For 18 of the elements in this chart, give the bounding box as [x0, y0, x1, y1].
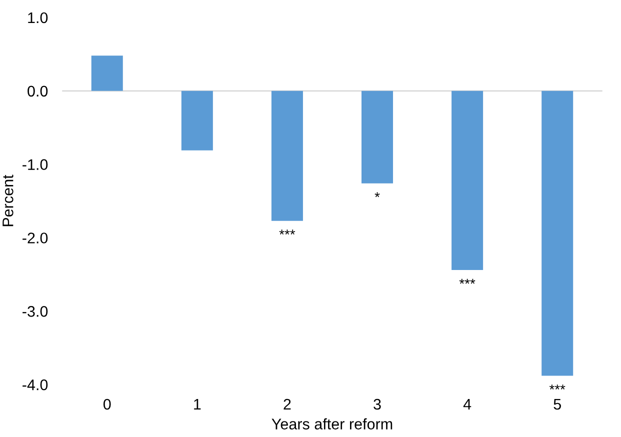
y-tick-label: -1.0	[22, 159, 48, 170]
x-tick-label: 0	[103, 398, 111, 410]
x-tick-label: 5	[554, 399, 561, 410]
y-tick-label: -4.0	[22, 379, 48, 390]
y-tick-label: -3.0	[22, 306, 48, 317]
y-axis-title: Percent	[2, 174, 14, 226]
y-tick-label: 0.0	[28, 86, 48, 97]
x-tick-label: 4	[463, 399, 472, 410]
x-axis-title: Years after reform	[272, 418, 392, 430]
annotation: ***	[459, 278, 476, 284]
x-tick-label: 3	[374, 398, 381, 410]
y-tick-label: 1.0	[28, 12, 48, 24]
annotation: ***	[549, 384, 566, 390]
y-tick-label: -2.0	[22, 232, 48, 244]
annotation: *	[374, 192, 380, 198]
annotation: ***	[279, 230, 296, 235]
x-tick-label: 1	[194, 399, 201, 410]
x-tick-label: 2	[284, 398, 291, 410]
